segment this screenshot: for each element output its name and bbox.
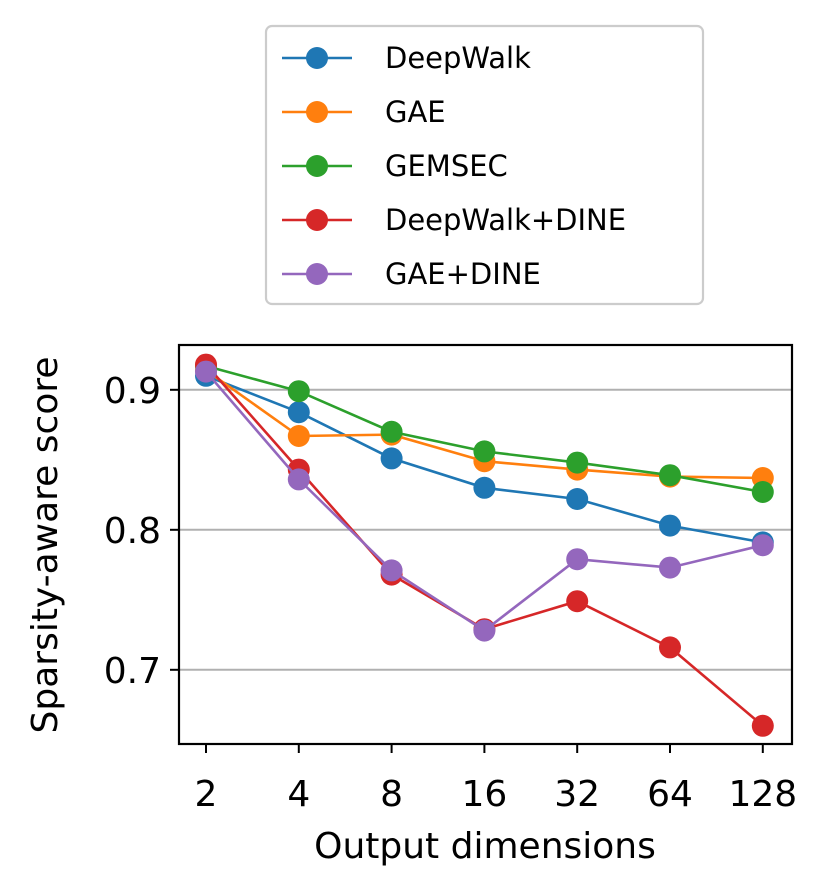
legend-label: DeepWalk bbox=[385, 41, 531, 75]
series bbox=[195, 359, 774, 489]
data-point bbox=[659, 556, 681, 579]
legend-box bbox=[264, 24, 705, 306]
legend-label: GEMSEC bbox=[385, 149, 508, 183]
data-point bbox=[566, 590, 589, 613]
data-point bbox=[659, 464, 681, 487]
x-axis: 2 4 8 16 32 64 128 bbox=[195, 744, 797, 815]
data-point bbox=[659, 636, 681, 659]
data-point bbox=[473, 476, 496, 499]
data-point bbox=[751, 534, 774, 557]
series bbox=[195, 353, 774, 737]
data-point bbox=[287, 425, 310, 447]
data-point bbox=[751, 481, 774, 503]
data-point bbox=[751, 714, 774, 737]
data-point bbox=[287, 380, 310, 403]
legend-marker bbox=[306, 263, 328, 285]
data-point bbox=[287, 468, 310, 491]
data-point bbox=[566, 451, 589, 474]
x-tick-label: 2 bbox=[195, 774, 218, 815]
legend-marker bbox=[306, 155, 328, 177]
legend-label: GAE bbox=[385, 95, 446, 129]
series bbox=[195, 364, 774, 554]
x-tick-label: 16 bbox=[461, 774, 507, 815]
series-layer bbox=[195, 353, 774, 737]
legend-marker bbox=[306, 47, 328, 69]
y-axis-label: Sparsity-aware score bbox=[25, 357, 66, 734]
data-point bbox=[195, 360, 217, 383]
legend-label: GAE+DINE bbox=[385, 257, 541, 291]
x-axis-label: Output dimensions bbox=[314, 826, 656, 867]
x-tick-label: 32 bbox=[554, 774, 600, 815]
y-tick-label: 0.7 bbox=[104, 651, 161, 692]
x-tick-label: 128 bbox=[728, 774, 797, 815]
series bbox=[195, 360, 774, 642]
data-point bbox=[380, 447, 403, 470]
data-point bbox=[473, 440, 496, 463]
x-tick-label: 4 bbox=[287, 774, 310, 815]
series-line bbox=[205, 363, 764, 727]
legend-label: DeepWalk+DINE bbox=[385, 203, 626, 237]
data-point bbox=[659, 514, 681, 537]
x-tick-label: 64 bbox=[647, 774, 693, 815]
data-point bbox=[566, 488, 589, 510]
data-point bbox=[473, 619, 496, 642]
plot-frame bbox=[177, 343, 794, 746]
legend: DeepWalk GAE GEMSEC DeepWalk+DINE GAE+DINE bbox=[264, 24, 705, 306]
data-point bbox=[380, 420, 403, 443]
y-tick-label: 0.9 bbox=[104, 371, 161, 412]
legend-marker bbox=[306, 101, 328, 123]
x-tick-label: 8 bbox=[380, 774, 403, 815]
y-axis: 0.7 0.8 0.9 bbox=[104, 371, 179, 692]
data-point bbox=[566, 548, 589, 571]
data-point bbox=[287, 401, 310, 424]
legend-marker bbox=[306, 209, 328, 231]
y-tick-label: 0.8 bbox=[104, 511, 161, 552]
data-point bbox=[380, 559, 403, 582]
